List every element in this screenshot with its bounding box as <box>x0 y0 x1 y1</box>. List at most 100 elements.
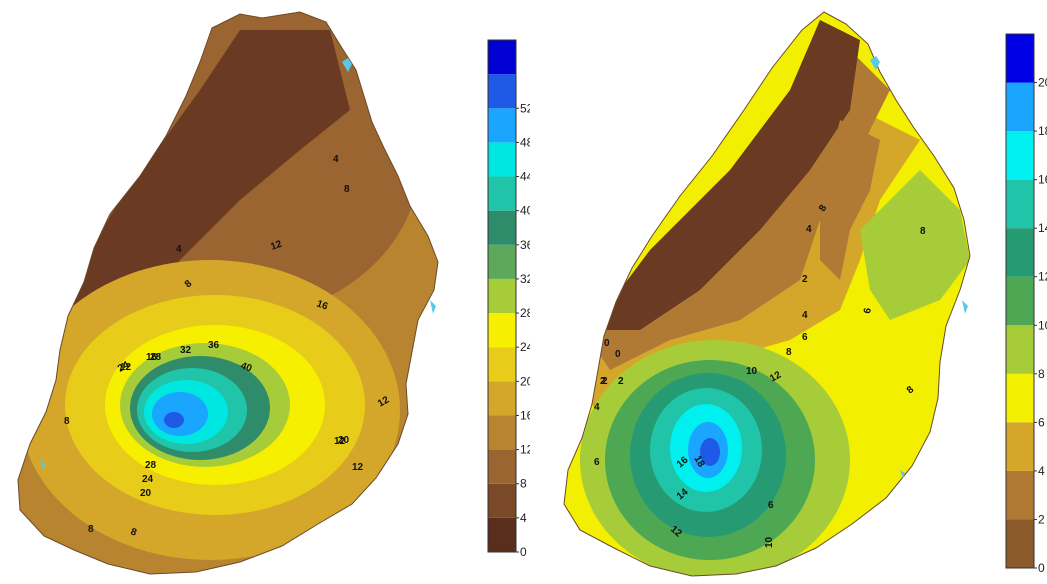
legend-swatch <box>488 176 516 211</box>
legend-tick-label: 4 <box>520 511 527 525</box>
legend-tick-label: 0 <box>520 545 527 559</box>
contour-label: 4 <box>176 244 182 255</box>
legend-swatch <box>1006 373 1034 423</box>
contour-label: 4 <box>806 224 812 235</box>
contour-label: 4 <box>594 402 600 413</box>
legend-tick-label: 16 <box>520 408 530 422</box>
contour-label: 32 <box>180 345 192 356</box>
contour-label: 4 <box>802 310 808 321</box>
contour-labels-left: 4 8 12 16 20 24 28 32 36 40 12 12 12 8 8 4 8 16 20 24 28 12 8 <box>64 154 392 539</box>
legend-swatch <box>488 347 516 382</box>
legend-tick-label: 20 <box>520 374 530 388</box>
contour-label: 8 <box>786 347 792 358</box>
contour-label: 4 <box>333 154 339 165</box>
legend-swatch <box>1006 422 1034 471</box>
contour-label: 36 <box>208 340 220 351</box>
legend-swatch <box>488 210 516 245</box>
legend-swatch <box>488 278 516 314</box>
legend-swatch <box>1006 228 1034 277</box>
legend-tick-label: 4 <box>1038 464 1045 478</box>
legend-tick-label: 2 <box>1038 512 1045 526</box>
contour-label: 6 <box>768 500 774 511</box>
contour-label: 24 <box>142 474 154 485</box>
legend-swatch <box>1006 470 1034 520</box>
contour-label: 28 <box>150 352 162 363</box>
contour-label: 6 <box>802 332 808 343</box>
legend-tick-label: 44 <box>520 170 530 184</box>
contour-label: 24 <box>116 359 132 374</box>
contour-label: 8 <box>129 526 138 538</box>
contour-label: 12 <box>334 436 346 447</box>
contour-label: 12 <box>352 462 364 473</box>
legend-swatch <box>1006 325 1034 374</box>
legend-tick-label: 40 <box>520 204 530 218</box>
contour-label: 28 <box>145 460 157 471</box>
legend-tick-label: 24 <box>520 340 530 354</box>
contour-label: 16 <box>315 298 330 312</box>
contour-label: 8 <box>64 416 70 427</box>
legend-swatch <box>488 517 516 552</box>
legend-swatch <box>488 483 516 518</box>
color-legend-right: 0 2 4 6 8 10 12 14 16 18 20 <box>1005 33 1047 575</box>
contour-label: 8 <box>905 384 917 396</box>
contour-label: 12 <box>269 239 284 253</box>
legend-tick-label: 32 <box>520 272 530 286</box>
legend-swatch <box>488 449 516 484</box>
legend-swatch <box>488 142 516 177</box>
legend-swatch <box>1006 179 1034 229</box>
contour-label: 2 <box>602 376 608 387</box>
contour-label: 12 <box>768 369 784 384</box>
legend-tick-label: 12 <box>1038 270 1047 284</box>
contour-label: 10 <box>746 366 758 377</box>
contour-label: 2 <box>600 376 606 387</box>
legend-tick-label: 10 <box>1038 318 1047 332</box>
legend-frame <box>487 39 517 553</box>
legend-tick-label: 52 <box>520 101 530 115</box>
legend-tick-label: 20 <box>1038 76 1047 90</box>
legend-swatch <box>1006 82 1034 132</box>
contour-label: 8 <box>817 203 830 214</box>
legend-tick-label: 18 <box>1038 124 1047 138</box>
contour-label: 12 <box>120 362 132 373</box>
legend-swatch <box>488 74 516 109</box>
legend-swatch <box>488 415 516 450</box>
contour-label: 0 <box>615 349 621 360</box>
contour-label: 2 <box>802 274 808 285</box>
legend-swatch <box>1006 519 1034 568</box>
legend-tick-label: 14 <box>1038 221 1047 235</box>
contour-label: 12 <box>376 394 392 409</box>
contour-label: 8 <box>88 524 94 535</box>
contour-label: 8 <box>920 226 926 237</box>
legend-tick-label: 8 <box>520 477 527 491</box>
legend-tick-label: 16 <box>1038 173 1047 187</box>
contour-label: 8 <box>344 184 350 195</box>
legend-swatch <box>488 244 516 279</box>
contour-label: 16 <box>146 352 158 363</box>
contour-label: 40 <box>239 360 254 374</box>
legend-tick-label: 36 <box>520 238 530 252</box>
legend-tick-label: 48 <box>520 135 530 149</box>
legend-tick-label: 8 <box>1038 367 1045 381</box>
contour-label: 8 <box>183 278 195 290</box>
legend-swatch <box>488 313 516 348</box>
legend-swatch <box>488 381 516 416</box>
contour-label: 18 <box>691 454 706 470</box>
legend-swatch <box>1006 34 1034 83</box>
legend-swatch <box>488 108 516 143</box>
island-outline-left <box>17 11 439 575</box>
color-legend-left: 0481216202428323640444852 <box>487 39 534 559</box>
legend-frame <box>1005 33 1035 569</box>
contour-label: 0 <box>604 338 610 349</box>
legend-tick-label: 6 <box>1038 415 1045 429</box>
legend-tick-label: 12 <box>520 443 530 457</box>
legend-swatch <box>1006 276 1034 326</box>
contour-label: 2 <box>618 376 624 387</box>
contour-label: 20 <box>140 488 152 499</box>
legend-tick-label: 0 <box>1038 561 1045 575</box>
contour-label: 6 <box>862 307 874 315</box>
contour-label: 6 <box>594 457 600 468</box>
